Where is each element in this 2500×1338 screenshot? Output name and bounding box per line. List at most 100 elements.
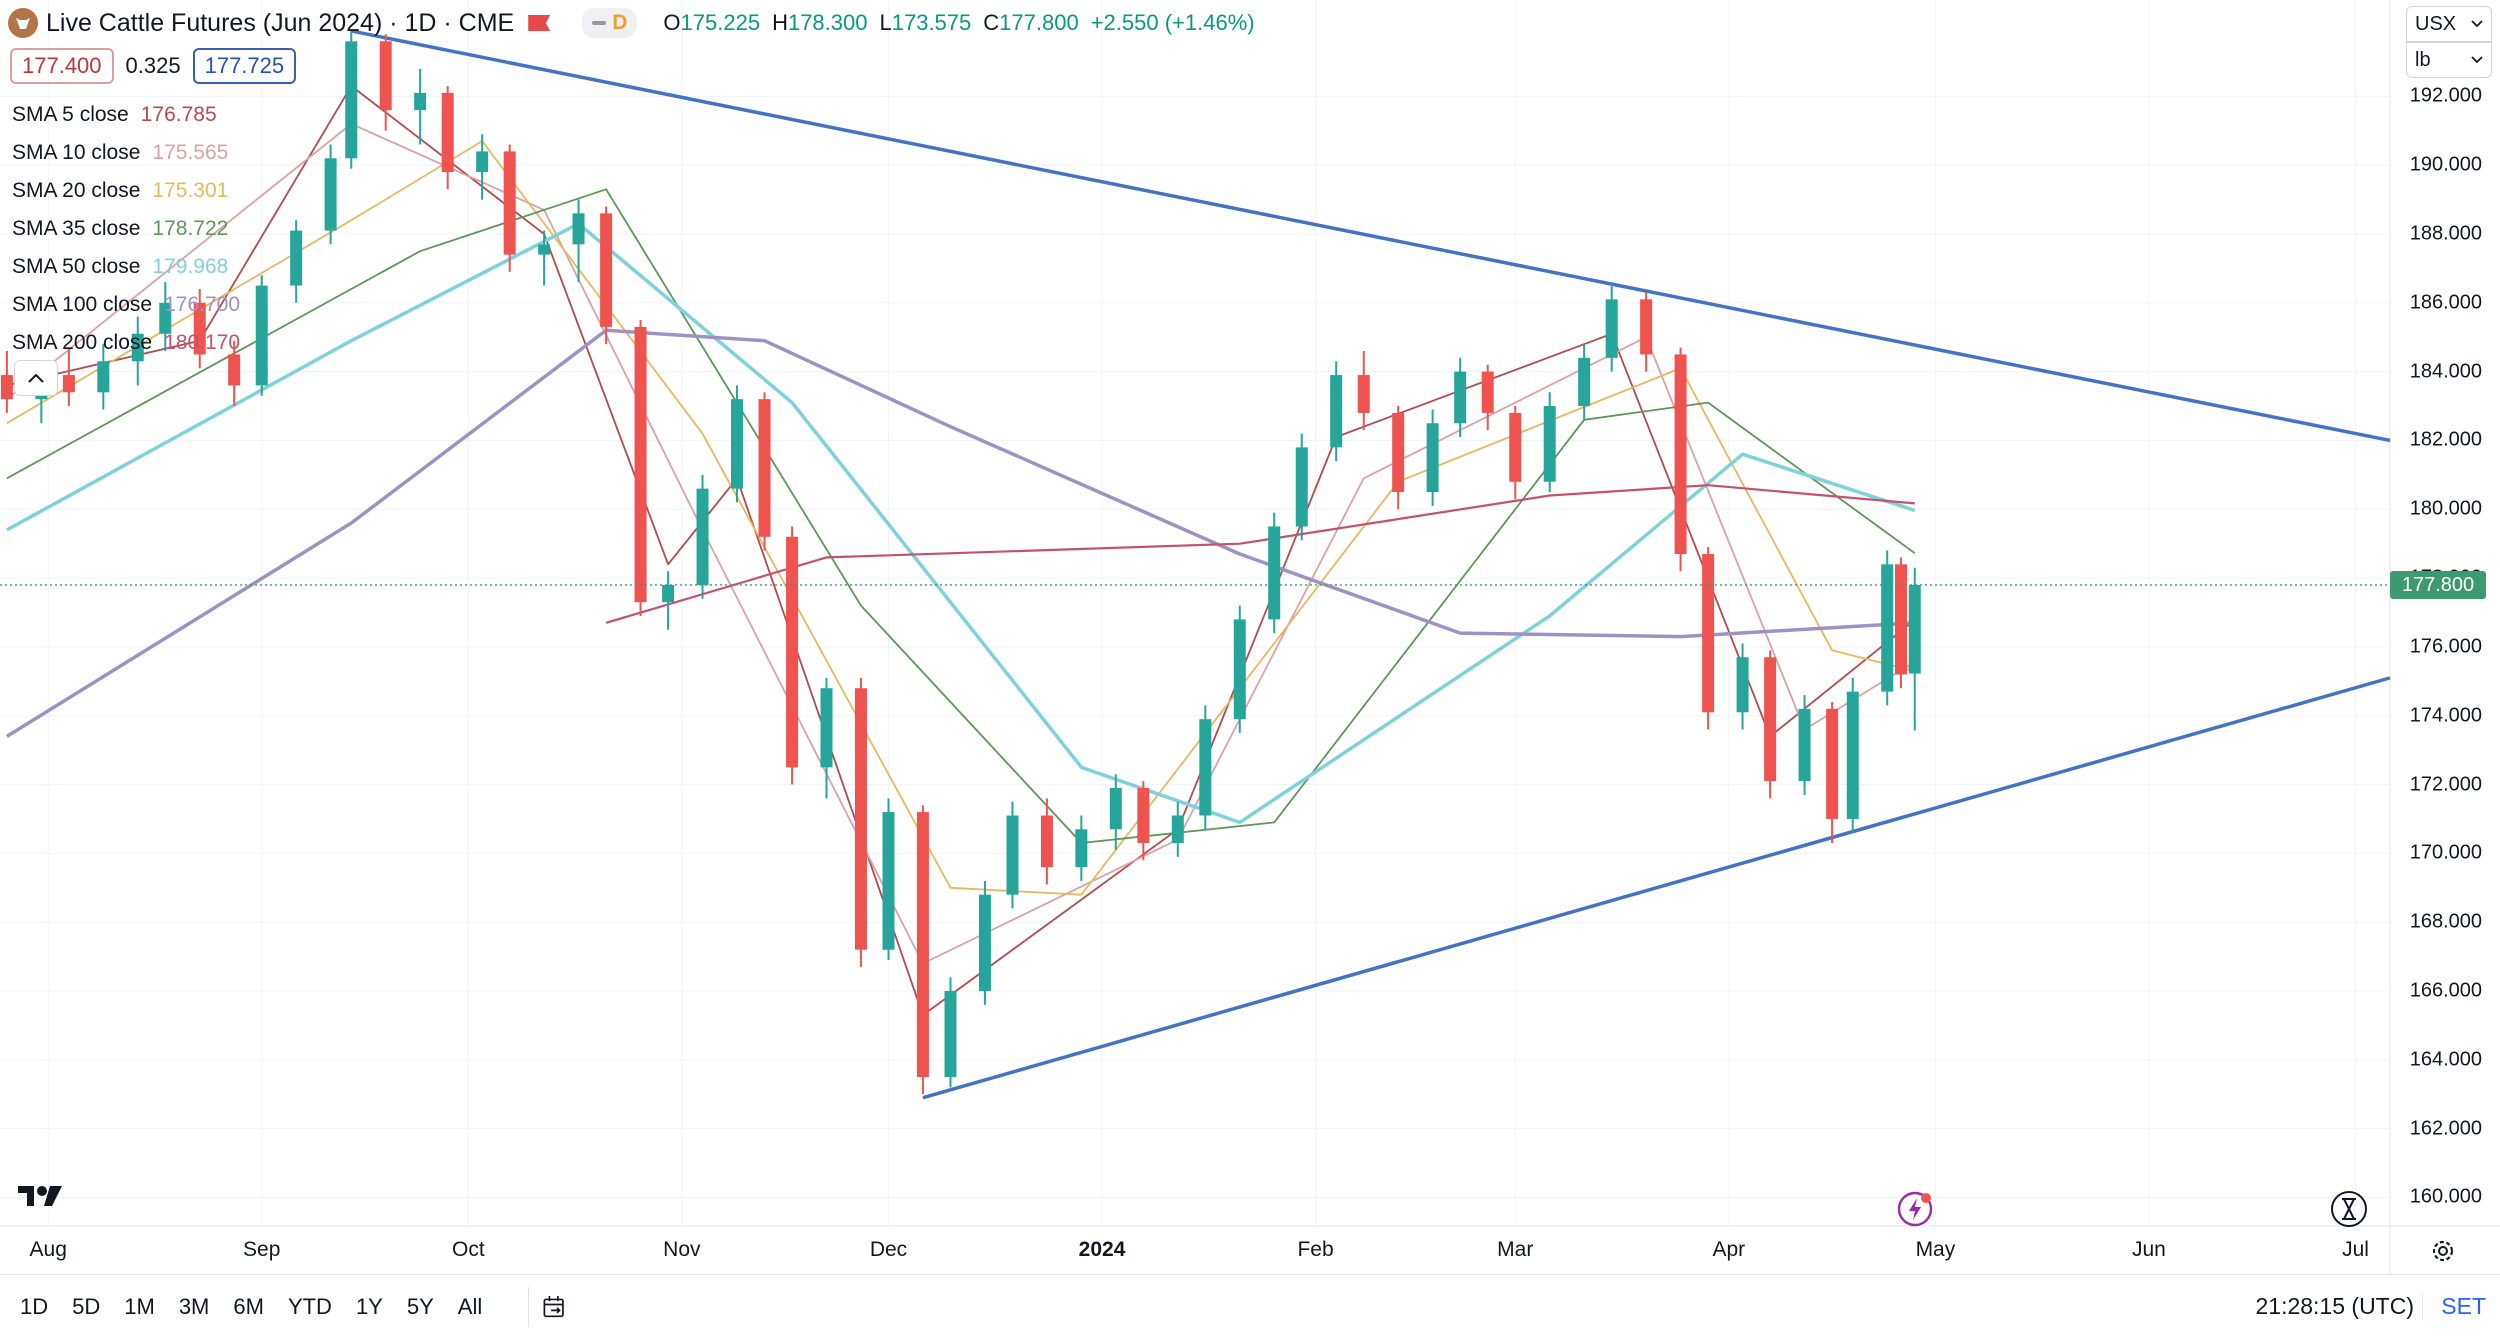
candle-body[interactable] — [1357, 375, 1370, 413]
indicator-legend-row[interactable]: SMA 100 close 176.700 — [12, 286, 240, 324]
candle-body[interactable] — [1075, 829, 1088, 868]
candle-body[interactable] — [414, 92, 427, 111]
events-icon[interactable] — [1896, 1190, 1934, 1228]
candle-body[interactable] — [1330, 375, 1343, 448]
candle-body[interactable] — [476, 151, 489, 173]
price-axis-label: 174.000 — [2409, 704, 2482, 727]
indicator-legend-row[interactable]: SMA 35 close 178.722 — [12, 210, 240, 248]
candle-body[interactable] — [1199, 719, 1212, 816]
candle-body[interactable] — [1006, 815, 1019, 895]
indicator-legend-row[interactable]: SMA 20 close 175.301 — [12, 172, 240, 210]
range-button-1y[interactable]: 1Y — [355, 1293, 383, 1319]
candle-body[interactable] — [503, 151, 516, 255]
range-button-5y[interactable]: 5Y — [406, 1293, 434, 1319]
range-button-ytd[interactable]: YTD — [287, 1293, 332, 1319]
candle-body[interactable] — [62, 375, 75, 393]
candle-body[interactable] — [1233, 619, 1246, 720]
candle-body[interactable] — [1137, 787, 1150, 844]
session-hourglass-icon[interactable] — [2330, 1190, 2368, 1228]
candle-body[interactable] — [379, 41, 392, 111]
candle-body[interactable] — [1640, 299, 1653, 355]
quote-boxes: 177.400 0.325 177.725 — [10, 48, 297, 84]
candle-body[interactable] — [1674, 354, 1687, 555]
candle-body[interactable] — [916, 812, 929, 1078]
symbol-title[interactable]: Live Cattle Futures (Jun 2024) · 1D · CM… — [46, 8, 515, 37]
candle-body[interactable] — [1392, 412, 1405, 493]
candle-body[interactable] — [1826, 708, 1839, 819]
range-button-5d[interactable]: 5D — [72, 1293, 101, 1319]
weight-unit-select[interactable]: lb — [2406, 42, 2492, 78]
candle-body[interactable] — [1426, 423, 1439, 493]
bid-button[interactable]: 177.400 — [10, 48, 114, 84]
candle-body[interactable] — [1894, 564, 1907, 675]
candle-body[interactable] — [193, 302, 206, 355]
candle-body[interactable] — [1764, 657, 1777, 782]
candle-body[interactable] — [1736, 657, 1749, 713]
candle-body[interactable] — [572, 213, 585, 245]
candle-body[interactable] — [1509, 412, 1522, 482]
candle-body[interactable] — [730, 399, 743, 489]
candle-body[interactable] — [0, 375, 13, 400]
candle-body[interactable] — [944, 991, 957, 1078]
candle-body[interactable] — [600, 213, 613, 327]
candle-body[interactable] — [1543, 406, 1556, 482]
candle-body[interactable] — [1481, 371, 1494, 413]
candle-body[interactable] — [1908, 584, 1921, 674]
candle-body[interactable] — [1846, 691, 1859, 819]
candle-body[interactable] — [758, 399, 771, 537]
range-button-6m[interactable]: 6M — [233, 1293, 264, 1319]
currency-select[interactable]: USX — [2406, 6, 2492, 42]
candle-body[interactable] — [854, 688, 867, 950]
candle-body[interactable] — [1798, 708, 1811, 782]
candle-body[interactable] — [1040, 815, 1053, 868]
candle-body[interactable] — [131, 333, 144, 362]
candle-body[interactable] — [1702, 554, 1715, 713]
candle-body[interactable] — [255, 285, 268, 386]
go-to-date-button[interactable] — [528, 1286, 568, 1327]
candle-body[interactable] — [978, 894, 991, 992]
candle-body[interactable] — [786, 536, 799, 768]
candle-body[interactable] — [1109, 787, 1122, 830]
trendline-lower[interactable] — [922, 676, 2391, 1100]
candle-body[interactable] — [696, 488, 709, 585]
indicator-legend-row[interactable]: SMA 5 close 176.785 — [12, 96, 240, 134]
candle-body[interactable] — [159, 302, 172, 334]
candle-body[interactable] — [538, 244, 551, 255]
indicator-legend-row[interactable]: SMA 200 close 180.170 — [12, 324, 240, 362]
candle-body[interactable] — [345, 41, 358, 159]
range-button-1d[interactable]: 1D — [20, 1293, 49, 1319]
candle-body[interactable] — [441, 92, 454, 173]
candle-body[interactable] — [1268, 526, 1281, 620]
candle-body[interactable] — [1578, 357, 1591, 407]
candle-body[interactable] — [1295, 447, 1308, 527]
candle-body[interactable] — [1605, 299, 1618, 358]
indicator-pill[interactable]: D — [582, 8, 638, 38]
settings-button[interactable]: SET — [2422, 1293, 2486, 1320]
candle-body[interactable] — [228, 354, 241, 386]
candle-body[interactable] — [820, 688, 833, 768]
collapse-legend-button[interactable] — [14, 360, 58, 396]
candle-body[interactable] — [882, 812, 895, 950]
indicator-value: 175.301 — [152, 179, 229, 202]
candle-body[interactable] — [634, 326, 647, 603]
gear-icon[interactable] — [2428, 1236, 2458, 1266]
range-button-3m[interactable]: 3M — [178, 1293, 210, 1319]
trendline-upper[interactable] — [350, 29, 2391, 443]
candle-body[interactable] — [290, 230, 303, 286]
ask-button[interactable]: 177.725 — [192, 48, 297, 84]
range-button-1m[interactable]: 1M — [124, 1293, 155, 1319]
candle-body[interactable] — [1171, 815, 1184, 844]
indicator-label: SMA 20 close — [12, 179, 141, 202]
candle-body[interactable] — [662, 584, 675, 603]
candle-body[interactable] — [97, 361, 110, 393]
tradingview-logo-icon[interactable] — [16, 1182, 66, 1210]
candle-body[interactable] — [324, 158, 337, 231]
indicator-legend-row[interactable]: SMA 10 close 175.565 — [12, 134, 240, 172]
candle-body[interactable] — [1881, 564, 1894, 692]
flag-icon[interactable] — [528, 15, 551, 31]
indicator-legend-row[interactable]: SMA 50 close 179.968 — [12, 248, 240, 286]
range-button-all[interactable]: All — [457, 1293, 483, 1319]
candle-body[interactable] — [1454, 371, 1467, 424]
clock-timezone[interactable]: 21:28:15 (UTC) — [2255, 1293, 2414, 1319]
